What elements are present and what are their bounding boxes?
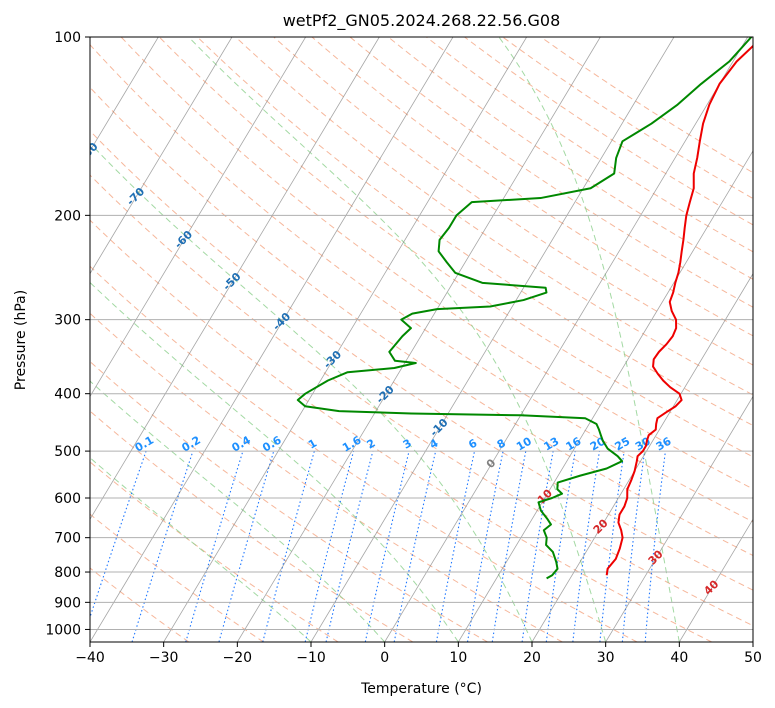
dry-adiabat [90, 360, 488, 642]
isotherm [678, 518, 753, 642]
moist-adiabat [90, 142, 533, 642]
y-tick-label: 300 [54, 313, 81, 329]
isotherm [90, 37, 159, 152]
dry-adiabat [90, 265, 638, 642]
isotherm [90, 37, 233, 275]
isotherm [605, 395, 753, 642]
moist-adiabat [188, 37, 607, 642]
x-tick-label: 50 [744, 650, 762, 666]
isotherm [531, 272, 753, 642]
x-tick-label: 40 [670, 650, 688, 666]
y-axis-label: Pressure (hPa) [13, 290, 29, 390]
isotherm-label: -80 [77, 140, 100, 163]
isotherm [90, 37, 380, 520]
dry-adiabat [311, 37, 753, 337]
x-tick-label: −10 [296, 650, 326, 666]
mixing-ratio-line [262, 450, 315, 642]
mixing-ratio-line [364, 450, 410, 642]
mixing-ratio-line [545, 451, 576, 642]
mixing-ratio-line [621, 451, 646, 642]
y-tick-label: 600 [54, 491, 81, 507]
dewpoint-line [296, 37, 753, 580]
dry-adiabat [120, 37, 753, 490]
axes: −40 −30 −20 −10 0 10 20 30 40 50 100 200 300 400 500 60… [45, 30, 762, 666]
mixing-ratio-line [304, 450, 355, 642]
x-tick-label: 10 [449, 650, 467, 666]
y-tick-label: 500 [54, 444, 81, 460]
x-tick-label: 30 [597, 650, 615, 666]
mixing-ratio-line [644, 451, 666, 642]
mixing-ratio-line [599, 451, 625, 642]
chart-title: wetPf2_GN05.2024.268.22.56.G08 [283, 11, 561, 31]
x-tick-label: 0 [380, 650, 389, 666]
y-tick-label: 1000 [45, 622, 81, 638]
x-tick-label: −20 [223, 650, 253, 666]
isotherm [236, 37, 601, 642]
mixing-ratio-line [218, 450, 275, 642]
x-axis-label: Temperature (°C) [360, 681, 482, 697]
y-tick-label: 400 [54, 387, 81, 403]
plot-frame [89, 36, 754, 643]
dry-adiabat [273, 37, 753, 366]
isotherm [90, 37, 307, 398]
dry-adiabat [90, 174, 753, 627]
dry-adiabat [235, 37, 753, 396]
mixing-ratio-line [325, 450, 374, 642]
dry-adiabat [90, 219, 712, 642]
y-tick-label: 900 [54, 595, 81, 611]
y-tick-label: 700 [54, 531, 81, 547]
y-tick-label: 800 [54, 565, 81, 581]
moist-adiabat [498, 37, 680, 642]
isotherm [457, 150, 753, 642]
mixing-ratio-line [572, 451, 601, 642]
mixing-ratio-line [521, 451, 554, 642]
isotherm [163, 37, 528, 642]
dry-adiabat [90, 130, 753, 591]
mixing-ratio-line [185, 450, 244, 642]
dry-adiabat [90, 513, 264, 642]
background-lines [90, 37, 753, 642]
dry-adiabat [158, 37, 753, 458]
grid [90, 37, 753, 642]
series [296, 37, 753, 580]
isotherm [90, 37, 454, 642]
moist-adiabat [90, 457, 312, 642]
isotherm [384, 37, 749, 642]
dry-adiabat [90, 410, 414, 642]
y-tick-label: 100 [54, 30, 81, 46]
y-tick-label: 200 [54, 208, 81, 224]
mixing-ratio-line [131, 450, 194, 642]
dry-adiabat [90, 86, 753, 557]
x-tick-label: −30 [149, 650, 179, 666]
dry-adiabat [197, 37, 753, 427]
moist-adiabat [90, 380, 386, 642]
dry-adiabat [90, 44, 753, 523]
x-tick-label: 20 [523, 650, 541, 666]
dry-adiabat [349, 37, 753, 308]
x-tick-label: −40 [75, 650, 105, 666]
isotherm [310, 37, 675, 642]
temperature-line [605, 44, 753, 576]
